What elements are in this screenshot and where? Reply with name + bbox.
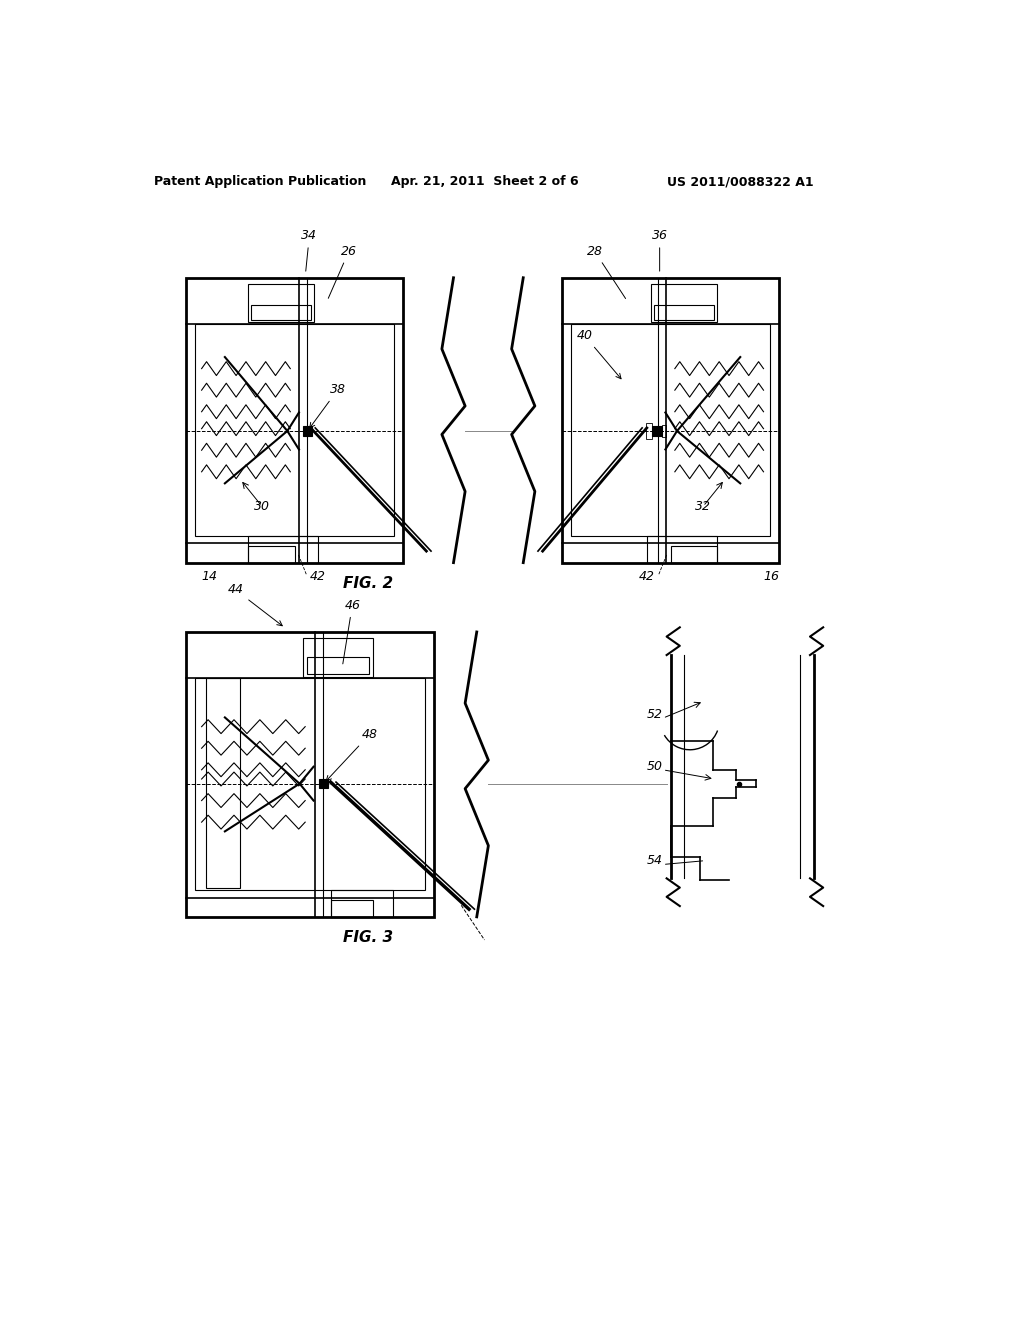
Text: 34: 34 xyxy=(301,230,317,271)
Text: 38: 38 xyxy=(310,383,346,428)
Bar xyxy=(571,323,770,536)
Bar xyxy=(196,323,394,536)
Bar xyxy=(646,424,652,438)
Text: 40: 40 xyxy=(577,330,621,379)
Text: Apr. 21, 2011  Sheet 2 of 6: Apr. 21, 2011 Sheet 2 of 6 xyxy=(391,176,579,187)
Bar xyxy=(248,536,317,562)
Bar xyxy=(303,426,312,436)
Text: US 2011/0088322 A1: US 2011/0088322 A1 xyxy=(667,176,813,187)
Bar xyxy=(647,536,717,562)
Bar xyxy=(652,426,662,436)
Bar xyxy=(562,277,779,562)
Bar xyxy=(318,779,329,788)
Text: Patent Application Publication: Patent Application Publication xyxy=(154,176,366,187)
Text: 26: 26 xyxy=(329,244,357,298)
Bar xyxy=(251,305,311,321)
Bar xyxy=(662,425,667,437)
Text: 36: 36 xyxy=(651,230,668,271)
Bar xyxy=(248,545,295,562)
Bar xyxy=(206,678,241,887)
Text: FIG. 2: FIG. 2 xyxy=(343,576,393,591)
Text: 44: 44 xyxy=(227,583,283,626)
Text: 16: 16 xyxy=(764,570,779,582)
Text: 50: 50 xyxy=(647,760,663,772)
Bar xyxy=(186,632,434,917)
Text: 46: 46 xyxy=(343,599,360,664)
Text: 42: 42 xyxy=(639,570,655,582)
Bar xyxy=(671,545,717,562)
Text: 48: 48 xyxy=(327,729,377,781)
Bar xyxy=(196,678,425,890)
Bar xyxy=(186,277,403,562)
Text: 14: 14 xyxy=(202,570,218,582)
Text: 54: 54 xyxy=(647,854,663,867)
Text: 52: 52 xyxy=(647,709,663,721)
Text: 42: 42 xyxy=(310,570,326,582)
Text: 32: 32 xyxy=(695,500,711,513)
Text: 28: 28 xyxy=(587,244,626,298)
Bar xyxy=(248,284,314,322)
Text: 30: 30 xyxy=(254,500,270,513)
Bar xyxy=(651,284,717,322)
Bar xyxy=(303,638,373,677)
Bar xyxy=(331,890,392,917)
Text: FIG. 3: FIG. 3 xyxy=(343,931,393,945)
Bar xyxy=(306,657,369,675)
Bar xyxy=(331,900,373,917)
Bar xyxy=(654,305,714,321)
